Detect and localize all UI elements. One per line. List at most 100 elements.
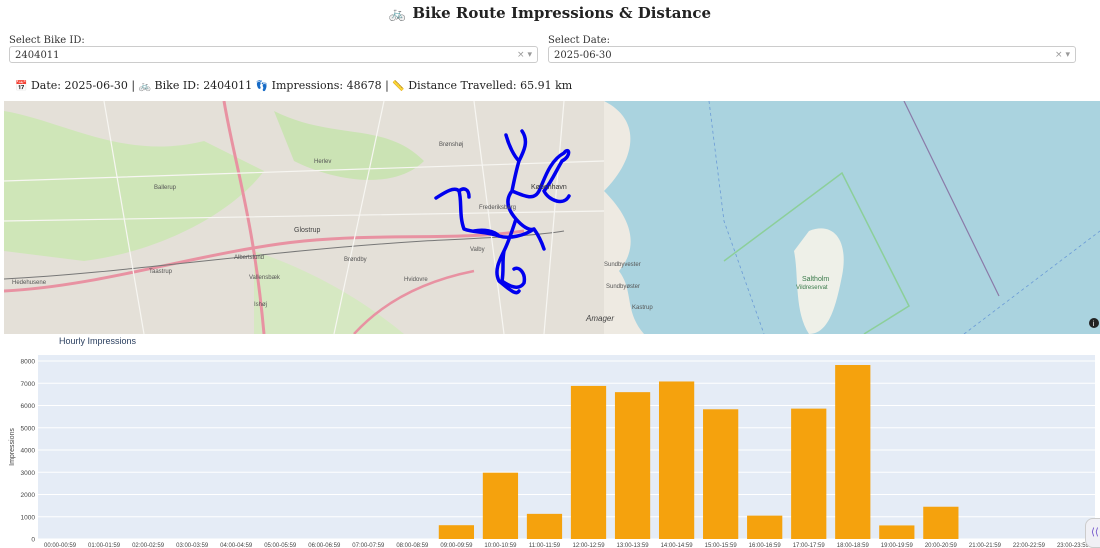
x-tick-label: 07:00-07:59 [352, 543, 385, 548]
x-tick-label: 08:00-08:59 [396, 543, 429, 548]
info-icon[interactable] [1089, 318, 1099, 328]
green-area [274, 111, 424, 180]
map-label-valby: Valby [470, 247, 485, 253]
bike-id-controls[interactable]: × ▾ [517, 47, 532, 64]
green-area [254, 251, 404, 334]
x-tick-label: 20:00-20:59 [925, 543, 958, 548]
x-tick-label: 15:00-15:59 [705, 543, 738, 548]
chevron-down-icon[interactable]: ▾ [1065, 50, 1070, 60]
map-label-ishoj: Ishøj [254, 302, 267, 308]
x-tick-label: 04:00-04:59 [220, 543, 253, 548]
highway-road [353, 269, 475, 334]
y-tick-label: 8000 [21, 359, 36, 366]
summary-impressions: Impressions: 48678 | [271, 79, 389, 92]
chart-title: Hourly Impressions [59, 336, 137, 346]
y-tick-label: 6000 [21, 403, 36, 410]
x-tick-label: 21:00-21:59 [969, 543, 1002, 548]
y-tick-label: 2000 [21, 492, 36, 499]
date-label: Select Date: [548, 35, 610, 46]
map-canvas[interactable]: København Frederiksberg Valby Amager Glo… [4, 101, 1100, 334]
map-label-albertslund: Albertslund [234, 255, 264, 261]
map-label-glostrup: Glostrup [294, 227, 321, 234]
street-grid [4, 101, 605, 334]
bar-12:00-12:59[interactable] [570, 385, 607, 539]
y-axis-label: Impressions [9, 428, 16, 466]
map-label-sundbyvester: Sundbyvester [604, 262, 641, 268]
chat-icon[interactable]: ⟨⟨ [1091, 527, 1099, 538]
map-label-saltholm: Saltholm [802, 276, 829, 283]
x-tick-label: 16:00-16:59 [749, 543, 782, 548]
x-tick-label: 05:00-05:59 [264, 543, 297, 548]
map-label-copenhagen: København [531, 184, 567, 191]
x-tick-label: 22:00-22:59 [1013, 543, 1046, 548]
y-tick-label: 0 [31, 537, 35, 544]
summary-bike: Bike ID: 2404011 [154, 79, 253, 92]
chevron-down-icon[interactable]: ▾ [527, 50, 532, 60]
x-tick-label: 13:00-13:59 [617, 543, 650, 548]
bar-09:00-09:59[interactable] [438, 525, 475, 539]
x-tick-label: 09:00-09:59 [440, 543, 473, 548]
reserve-boundary [723, 171, 910, 334]
map-label-taastrup: Taastrup [149, 269, 173, 275]
map-label-sundbyoster: Sundbyøster [606, 284, 640, 290]
highway-road [4, 229, 525, 293]
hourly-impressions-chart: 0 1000 2000 3000 4000 5000 6000 7000 8000 00:00-… [9, 355, 1095, 548]
bar-15:00-15:59[interactable] [703, 409, 739, 539]
water-area [604, 101, 1100, 334]
bar-13:00-13:59[interactable] [614, 392, 651, 539]
summary-distance: Distance Travelled: 65.91 km [408, 79, 573, 92]
x-tick-label: 17:00-17:59 [793, 543, 826, 548]
y-tick-label: 4000 [21, 448, 36, 455]
x-tick-label: 23:00-23:59 [1057, 543, 1090, 548]
bar-10:00-10:59[interactable] [482, 472, 519, 539]
x-tick-label: 11:00-11:59 [529, 543, 561, 548]
bar-20:00-20:59[interactable] [923, 506, 959, 539]
date-value: 2025-06-30 [554, 50, 612, 61]
y-tick-label: 5000 [21, 425, 36, 432]
bike-id-select[interactable]: 2404011 × ▾ [9, 46, 538, 63]
map-label-kastrup: Kastrup [632, 305, 653, 311]
map-label-hvidovre: Hvidovre [404, 277, 428, 283]
summary-date: Date: 2025-06-30 | [30, 79, 136, 92]
bike-id-value: 2404011 [15, 50, 60, 61]
info-icon-glyph: i [1093, 320, 1095, 328]
route-map[interactable]: København Frederiksberg Valby Amager Glo… [4, 101, 1100, 334]
map-label-vallensbaek: Vallensbæk [249, 275, 281, 281]
x-tick-label: 12:00-12:59 [573, 543, 606, 548]
map-label-brondby: Brøndby [344, 257, 367, 263]
sea-route [963, 230, 1100, 334]
bar-16:00-16:59[interactable] [747, 515, 783, 539]
plot-area [38, 355, 1095, 539]
green-area [4, 111, 264, 261]
clear-icon[interactable]: × [1055, 50, 1063, 60]
map-label-saltholm-sub: Vildreservat [796, 285, 828, 291]
border-line [903, 101, 1000, 297]
bar-19:00-19:59[interactable] [879, 525, 915, 539]
page-title: 🚲 Bike Route Impressions & Distance [0, 4, 1100, 22]
x-tick-label: 06:00-06:59 [308, 543, 341, 548]
bar-14:00-14:59[interactable] [658, 381, 695, 539]
assistant-toggle-button[interactable]: ⟨⟨ [1085, 518, 1100, 548]
sea-route [708, 101, 765, 334]
bar-18:00-18:59[interactable] [835, 365, 871, 539]
bike-id-label: Select Bike ID: [9, 35, 85, 46]
summary-line: 📅 Date: 2025-06-30 | 🚲 Bike ID: 2404011 … [15, 79, 572, 92]
bicycle-icon: 🚲 [388, 6, 407, 22]
x-tick-label: 19:00-19:59 [881, 543, 914, 548]
y-tick-label: 3000 [21, 470, 36, 477]
highway-road [222, 101, 266, 334]
y-tick-label: 1000 [21, 514, 36, 521]
x-tick-label: 02:00-02:59 [132, 543, 165, 548]
map-label-hedehusene: Hedehusene [12, 280, 47, 286]
bar-17:00-17:59[interactable] [791, 408, 827, 539]
bar-11:00-11:59[interactable] [526, 513, 563, 539]
map-label-amager: Amager [585, 314, 614, 323]
map-label-herlev: Herlev [314, 159, 331, 165]
map-label-ballerup: Ballerup [154, 185, 177, 191]
saltholm-island [794, 228, 844, 334]
clear-icon[interactable]: × [517, 50, 525, 60]
x-tick-label: 18:00-18:59 [837, 543, 870, 548]
date-select[interactable]: 2025-06-30 × ▾ [548, 46, 1076, 63]
x-tick-label: 10:00-10:59 [484, 543, 517, 548]
date-controls[interactable]: × ▾ [1055, 47, 1070, 64]
